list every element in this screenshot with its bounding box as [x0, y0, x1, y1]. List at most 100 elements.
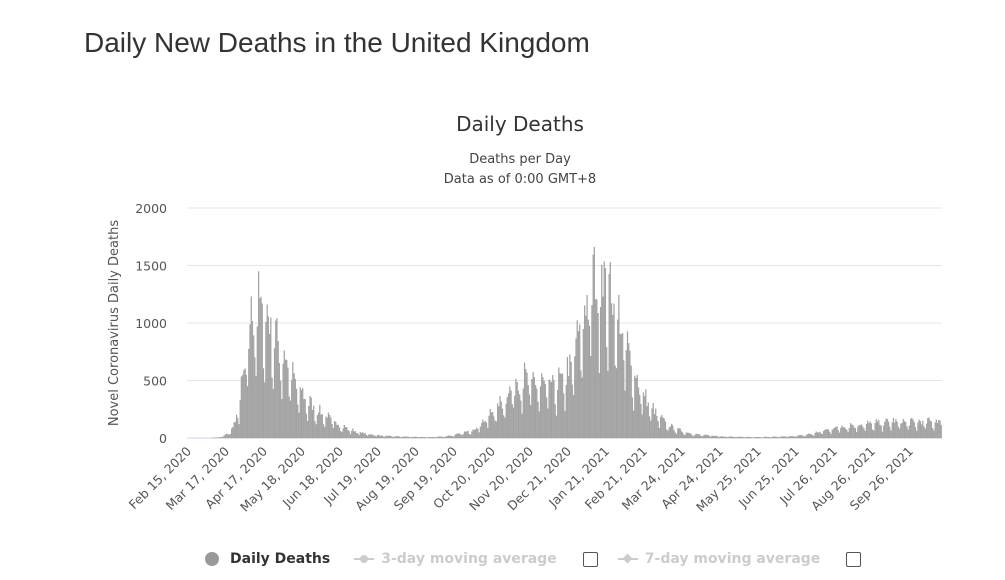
bar[interactable] — [631, 397, 633, 439]
bar[interactable] — [724, 436, 727, 439]
bar[interactable] — [313, 405, 315, 439]
bar[interactable] — [678, 427, 680, 439]
bar[interactable] — [732, 436, 734, 439]
bar[interactable] — [807, 434, 809, 439]
bar[interactable] — [392, 437, 394, 439]
bar[interactable] — [778, 437, 781, 439]
bar[interactable] — [251, 321, 254, 439]
bar[interactable] — [516, 382, 518, 439]
bar[interactable] — [465, 431, 467, 439]
bar[interactable] — [691, 435, 694, 439]
bar[interactable] — [238, 424, 240, 439]
bar[interactable] — [365, 435, 368, 439]
bar[interactable] — [658, 427, 660, 439]
bar[interactable] — [515, 378, 517, 439]
bar[interactable] — [791, 436, 793, 439]
bar[interactable] — [398, 436, 401, 439]
bar[interactable] — [656, 415, 658, 439]
bar[interactable] — [325, 416, 327, 439]
bar[interactable] — [858, 425, 860, 439]
bar[interactable] — [879, 424, 881, 439]
bar[interactable] — [509, 386, 511, 439]
bar[interactable] — [577, 331, 580, 439]
bar[interactable] — [596, 299, 598, 439]
bar[interactable] — [664, 421, 667, 439]
bar[interactable] — [734, 437, 736, 439]
bar[interactable] — [390, 435, 392, 439]
bar[interactable] — [235, 414, 238, 439]
bar[interactable] — [493, 416, 495, 439]
bar[interactable] — [592, 254, 594, 439]
bar[interactable] — [711, 435, 713, 439]
bar[interactable] — [735, 437, 738, 439]
bar[interactable] — [750, 437, 752, 439]
bar[interactable] — [824, 430, 826, 439]
bar[interactable] — [624, 390, 626, 439]
bar[interactable] — [718, 437, 721, 439]
bar[interactable] — [501, 408, 504, 439]
bar[interactable] — [891, 422, 893, 439]
bar[interactable] — [842, 427, 844, 439]
bar[interactable] — [455, 434, 457, 439]
bar[interactable] — [728, 436, 730, 439]
bar[interactable] — [913, 422, 915, 439]
bar[interactable] — [729, 436, 732, 439]
bar[interactable] — [531, 379, 533, 439]
bar[interactable] — [219, 437, 222, 439]
bar[interactable] — [460, 434, 462, 439]
bar[interactable] — [254, 357, 256, 439]
bar[interactable] — [634, 375, 636, 439]
bar[interactable] — [720, 436, 722, 439]
bar[interactable] — [622, 333, 624, 439]
bar[interactable] — [481, 423, 483, 439]
bar[interactable] — [340, 431, 342, 439]
bar[interactable] — [820, 433, 822, 439]
bar[interactable] — [287, 367, 289, 439]
bar[interactable] — [709, 436, 711, 439]
bar[interactable] — [608, 274, 610, 439]
bar[interactable] — [500, 401, 502, 439]
bar[interactable] — [819, 431, 821, 439]
bar[interactable] — [445, 436, 447, 439]
bar[interactable] — [731, 436, 733, 439]
bar[interactable] — [837, 430, 839, 439]
bar[interactable] — [892, 417, 895, 439]
bar[interactable] — [533, 377, 535, 439]
bar[interactable] — [809, 433, 811, 439]
bar[interactable] — [925, 423, 928, 439]
bar[interactable] — [281, 399, 283, 439]
bar[interactable] — [697, 434, 700, 439]
bar[interactable] — [674, 432, 676, 439]
bar[interactable] — [374, 435, 376, 439]
bar[interactable] — [243, 370, 245, 439]
bar[interactable] — [604, 268, 607, 439]
bar[interactable] — [914, 427, 917, 439]
bar[interactable] — [760, 437, 762, 439]
bar[interactable] — [818, 432, 820, 439]
bar[interactable] — [689, 433, 691, 439]
bar[interactable] — [647, 402, 649, 439]
bar[interactable] — [528, 394, 531, 439]
bar[interactable] — [715, 435, 717, 439]
bar[interactable] — [466, 431, 468, 439]
bar[interactable] — [288, 396, 290, 439]
bar[interactable] — [773, 436, 776, 439]
bar[interactable] — [659, 417, 662, 439]
bar[interactable] — [385, 435, 387, 439]
bar[interactable] — [499, 395, 501, 439]
bar[interactable] — [267, 316, 269, 439]
bar[interactable] — [304, 399, 306, 439]
bar[interactable] — [695, 433, 697, 439]
bar[interactable] — [554, 404, 556, 439]
bar[interactable] — [286, 360, 288, 439]
bar[interactable] — [740, 436, 743, 439]
bar[interactable] — [476, 427, 478, 439]
bar[interactable] — [474, 429, 477, 439]
bar[interactable] — [639, 394, 641, 439]
bar[interactable] — [490, 412, 493, 439]
bar[interactable] — [560, 373, 562, 439]
bar[interactable] — [508, 393, 510, 439]
bar[interactable] — [707, 435, 709, 439]
bar[interactable] — [503, 415, 505, 439]
bar[interactable] — [538, 411, 540, 439]
